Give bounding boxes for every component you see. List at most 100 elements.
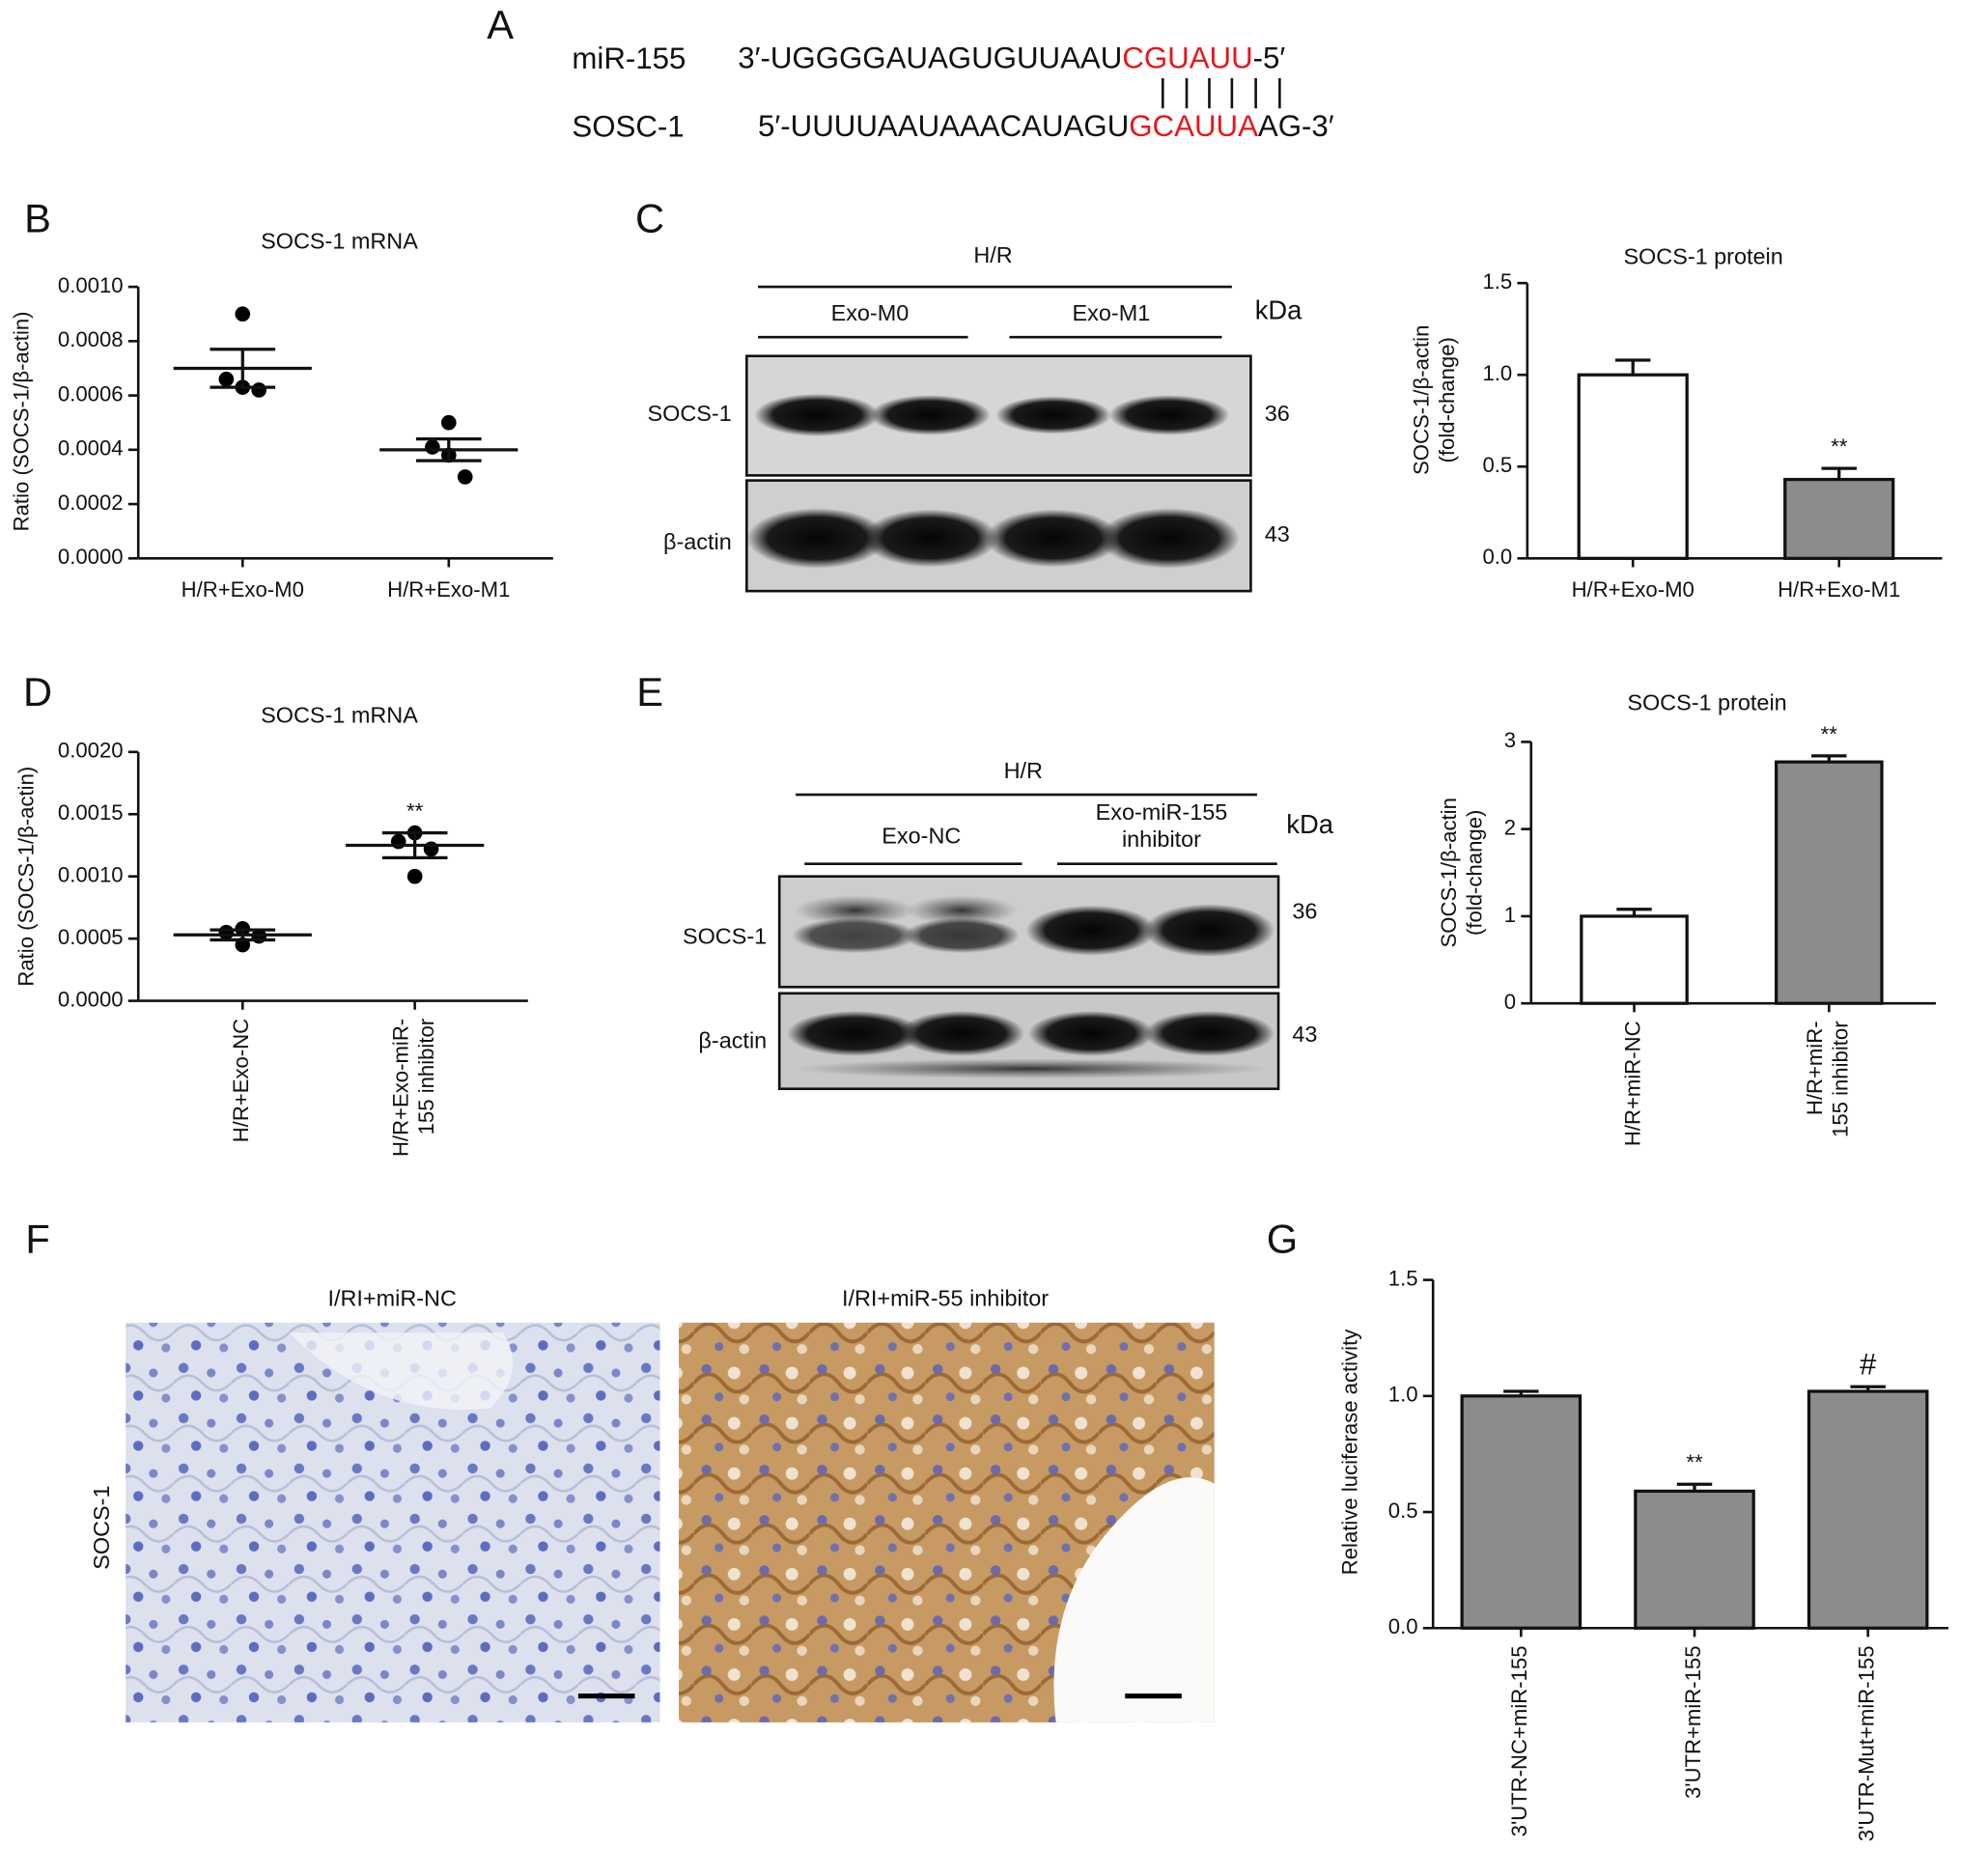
data-point xyxy=(440,414,457,431)
significance-mark: # xyxy=(1860,1348,1877,1382)
chart: SOCS-1 protein SOCS-1/β-actin(fold-change… xyxy=(1409,243,1943,602)
sequence: 3′-UGGGGAUAGUGUUAAUCGUAUU-5′ xyxy=(738,42,1285,75)
blot-size: 43 xyxy=(1265,521,1290,546)
bar xyxy=(1783,477,1895,560)
panel-label: A xyxy=(487,2,514,47)
chart-title: SOCS-1 mRNA xyxy=(261,703,418,728)
blot-row-label: β-actin xyxy=(663,529,732,554)
blot-condition: H/R xyxy=(973,242,1012,267)
sequence: 5′-UUUUAAUAAACAUAGUGCAUUAAG-3′ xyxy=(758,109,1334,143)
x-tick-label: 3'UTR-Mut+miR-155 xyxy=(1855,1645,1879,1841)
error-bar xyxy=(1503,1389,1539,1396)
data-point xyxy=(251,382,267,398)
y-axis-label: SOCS-1/β-actin(fold-change) xyxy=(1409,325,1459,475)
chart-title: SOCS-1 protein xyxy=(1623,243,1782,268)
y-tick-label: 1.0 xyxy=(1388,1383,1418,1407)
sequence-part: AG-3′ xyxy=(1258,109,1334,143)
x-tick-label: H/R+Exo-M1 xyxy=(387,577,510,602)
blot-row-label: SOCS-1 xyxy=(648,401,732,426)
x-tick-label: H/R+Exo-M1 xyxy=(1778,577,1900,602)
sequence-part: -5′ xyxy=(1253,42,1286,75)
significance-mark: ** xyxy=(1821,722,1838,746)
chart: SOCS-1 mRNA Ratio (SOCS-1/β-actin) 0.0000 0… xyxy=(9,229,553,602)
y-tick-label: 0.0020 xyxy=(58,739,124,763)
histology-row-label: SOCS-1 xyxy=(89,1486,114,1570)
chart-title: SOCS-1 mRNA xyxy=(261,229,418,254)
blot-group: Exo-miR-155 inhibitor xyxy=(1096,799,1228,852)
significance-mark: ** xyxy=(1686,1450,1703,1474)
blot-group: Exo-NC xyxy=(882,824,961,849)
x-tick-label: H/R+miR-NC xyxy=(1620,1021,1644,1146)
sequence-seed: GCAUUA xyxy=(1129,109,1258,143)
blot-unit: kDa xyxy=(1255,294,1303,324)
base-pairing xyxy=(1161,77,1281,109)
error-bar xyxy=(210,928,276,942)
y-tick-label: 0.0015 xyxy=(58,800,124,825)
y-tick-label: 0.0000 xyxy=(58,545,124,569)
y-tick-label: 1.5 xyxy=(1482,269,1512,294)
y-tick-label: 1.0 xyxy=(1482,361,1512,385)
sequence-name: miR-155 xyxy=(572,42,686,75)
error-bar xyxy=(1850,1385,1886,1392)
bar xyxy=(1774,760,1884,1005)
histology-column: I/RI+miR-NC xyxy=(328,1286,457,1311)
bar xyxy=(1580,914,1689,1005)
bar xyxy=(1460,1394,1583,1630)
y-tick-label: 0.0002 xyxy=(58,490,124,515)
y-axis-label: Ratio (SOCS-1/β-actin) xyxy=(14,767,38,987)
blot-group: Exo-M1 xyxy=(1073,300,1151,325)
chart: SOCS-1 protein SOCS-1/β-actin(fold-change… xyxy=(1437,690,1936,1146)
y-axis-label: SOCS-1/β-actin(fold-change) xyxy=(1437,798,1487,947)
panel-label: E xyxy=(636,669,663,714)
y-tick-label: 0.0008 xyxy=(58,327,124,351)
western-blot: H/R Exo-NC Exo-miR-155 inhibitor kDa SOCS… xyxy=(683,758,1334,1091)
error-bar xyxy=(1821,466,1857,480)
panel-label: D xyxy=(23,669,52,714)
western-blot: H/R Exo-M0 Exo-M1 kDa SOCS-1 β-actin 36 … xyxy=(648,242,1303,593)
significance-mark: ** xyxy=(1831,434,1848,459)
y-tick-label: 0 xyxy=(1504,990,1516,1014)
blot-size: 43 xyxy=(1292,1022,1317,1047)
blot-size: 36 xyxy=(1265,401,1290,426)
x-tick-label: H/R+miR-155 inhibitor xyxy=(1803,1021,1853,1137)
significance-mark: ** xyxy=(406,799,424,824)
data-point xyxy=(218,371,235,387)
data-point xyxy=(425,439,440,455)
blot-unit: kDa xyxy=(1286,809,1333,839)
x-tick-label: 3'UTR+miR-155 xyxy=(1681,1645,1705,1799)
y-tick-label: 0.0005 xyxy=(58,925,124,949)
chart: Relative luciferase activity 0.0 0.5 1.0 1.5… xyxy=(1337,1266,1948,1841)
panel-label: G xyxy=(1267,1217,1298,1262)
x-tick-label: H/R+Exo-NC xyxy=(229,1019,253,1142)
y-tick-label: 0.0 xyxy=(1482,545,1512,569)
blot-group: Exo-M0 xyxy=(831,300,910,325)
bar xyxy=(1807,1389,1929,1630)
y-tick-label: 0.0000 xyxy=(58,987,124,1011)
error-bar xyxy=(210,348,276,389)
error-bar xyxy=(1811,754,1847,763)
sequence-part: 5′-UUUUAAUAAACAUAGU xyxy=(758,109,1129,143)
error-bar xyxy=(1676,1482,1713,1492)
y-tick-label: 0.0004 xyxy=(58,436,124,461)
bar xyxy=(1634,1489,1755,1630)
y-tick-label: 0.0010 xyxy=(58,863,124,887)
error-bar xyxy=(1616,908,1652,916)
y-tick-label: 1 xyxy=(1504,903,1516,927)
y-tick-label: 1.5 xyxy=(1388,1266,1418,1290)
panel-label: B xyxy=(24,195,51,240)
chart: SOCS-1 mRNA Ratio (SOCS-1/β-actin) 0.0000 0… xyxy=(14,703,528,1157)
histology: I/RI+miR-NC I/RI+miR-55 inhibitor SOCS-1 xyxy=(89,1286,1215,1722)
sequence-name: SOSC-1 xyxy=(572,109,684,143)
x-tick-label: H/R+Exo-miR-155 inhibitor xyxy=(388,1019,438,1157)
x-tick-label: H/R+Exo-M0 xyxy=(182,577,304,602)
error-bar xyxy=(1614,358,1651,376)
bar xyxy=(1577,373,1689,560)
blot-row-label: SOCS-1 xyxy=(683,924,767,949)
chart-title: SOCS-1 protein xyxy=(1627,690,1786,715)
data-point xyxy=(218,924,235,940)
y-tick-label: 0.5 xyxy=(1482,453,1512,477)
y-tick-label: 0.0010 xyxy=(58,273,124,297)
sequence-part: 3′-UGGGGAUAGUGUUAAU xyxy=(738,42,1122,75)
blot-condition: H/R xyxy=(1004,758,1043,783)
